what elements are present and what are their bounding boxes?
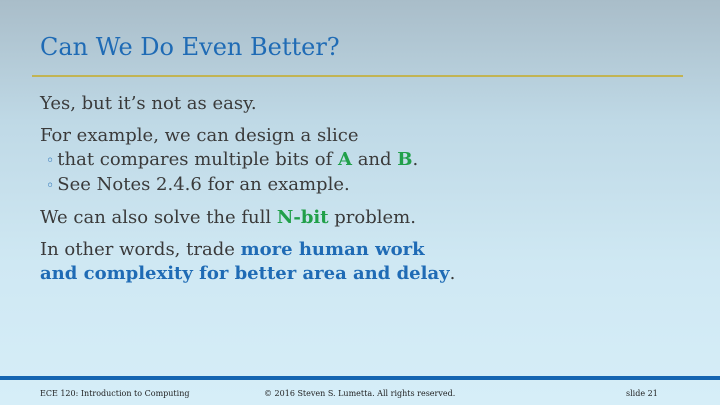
footer-copyright: © 2016 Steven S. Lumetta. All rights res…	[264, 389, 456, 398]
var-b: B	[397, 149, 413, 170]
emphasis-1: more human work	[240, 239, 425, 260]
body-line-2: For example, we can design a slice	[40, 125, 359, 146]
body-line-1: Yes, but it’s not as easy.	[40, 93, 257, 114]
var-a: A	[338, 149, 352, 170]
line4-end: .	[449, 263, 456, 284]
sub1-end: .	[412, 149, 419, 170]
sub1-text: that compares multiple bits of	[57, 149, 338, 170]
sub-bullet-1: ◦ that compares multiple bits of A and B.	[46, 148, 690, 173]
title-divider	[32, 75, 683, 77]
bullet-icon: ◦	[46, 153, 55, 169]
sub2-text: See Notes 2.4.6 for an example.	[57, 174, 350, 195]
sub-bullet-2: ◦ See Notes 2.4.6 for an example.	[46, 173, 690, 198]
body-line-4: In other words, trade more human work	[40, 238, 690, 262]
slide-title: Can We Do Even Better?	[40, 33, 340, 61]
bullet-icon: ◦	[46, 178, 55, 194]
footer-bar	[0, 376, 720, 380]
line4-text: In other words, trade	[40, 239, 241, 260]
slide-body: Yes, but it’s not as easy. For example, …	[40, 92, 690, 286]
footer-course: ECE 120: Introduction to Computing	[40, 389, 190, 398]
n-bit-term: N-bit	[276, 207, 329, 228]
body-line-5: and complexity for better area and delay…	[40, 262, 690, 286]
slide-number: slide 21	[626, 389, 658, 398]
line3-end: problem.	[328, 207, 416, 228]
emphasis-2: and complexity for better area and delay	[40, 263, 450, 284]
sub1-and: and	[351, 149, 398, 170]
body-line-3: We can also solve the full N-bit problem…	[40, 206, 690, 230]
line3-text: We can also solve the full	[40, 207, 277, 228]
